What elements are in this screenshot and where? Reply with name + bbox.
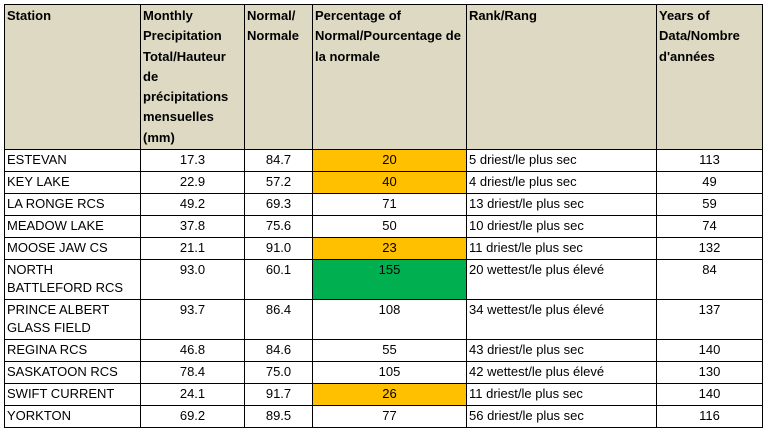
table-row: MOOSE JAW CS 21.1 91.0 23 11 driest/le p… — [4, 237, 763, 260]
precipitation-cell: 78.4 — [140, 361, 245, 384]
percentage-cell: 23 — [312, 237, 467, 260]
column-header-normal: Normal/ Normale — [244, 4, 313, 150]
normal-cell: 69.3 — [244, 193, 313, 216]
precipitation-cell: 69.2 — [140, 405, 245, 428]
normal-cell: 89.5 — [244, 405, 313, 428]
normal-cell: 57.2 — [244, 171, 313, 194]
years-cell: 116 — [656, 405, 763, 428]
years-cell: 113 — [656, 149, 763, 172]
rank-cell: 42 wettest/le plus élevé — [466, 361, 657, 384]
table-row: SASKATOON RCS 78.4 75.0 105 42 wettest/l… — [4, 361, 763, 384]
table-header-row: Station Monthly Precipitation Total/Haut… — [4, 4, 763, 150]
precipitation-cell: 21.1 — [140, 237, 245, 260]
table-body: ESTEVAN 17.3 84.7 20 5 driest/le plus se… — [4, 149, 763, 428]
years-cell: 59 — [656, 193, 763, 216]
table-row: LA RONGE RCS 49.2 69.3 71 13 driest/le p… — [4, 193, 763, 216]
percentage-cell: 55 — [312, 339, 467, 362]
rank-cell: 56 driest/le plus sec — [466, 405, 657, 428]
percentage-cell: 20 — [312, 149, 467, 172]
percentage-cell: 155 — [312, 259, 467, 300]
station-cell: SASKATOON RCS — [4, 361, 141, 384]
column-header-precipitation: Monthly Precipitation Total/Hauteur de p… — [140, 4, 245, 150]
station-cell: LA RONGE RCS — [4, 193, 141, 216]
column-header-rank: Rank/Rang — [466, 4, 657, 150]
normal-cell: 75.0 — [244, 361, 313, 384]
station-cell: NORTH BATTLEFORD RCS — [4, 259, 141, 300]
rank-cell: 10 driest/le plus sec — [466, 215, 657, 238]
station-cell: PRINCE ALBERT GLASS FIELD — [4, 299, 141, 340]
rank-cell: 4 driest/le plus sec — [466, 171, 657, 194]
column-header-years: Years of Data/Nombre d'années — [656, 4, 763, 150]
precipitation-table: Station Monthly Precipitation Total/Haut… — [4, 4, 763, 428]
rank-cell: 34 wettest/le plus élevé — [466, 299, 657, 340]
rank-cell: 43 driest/le plus sec — [466, 339, 657, 362]
normal-cell: 84.7 — [244, 149, 313, 172]
years-cell: 137 — [656, 299, 763, 340]
rank-cell: 5 driest/le plus sec — [466, 149, 657, 172]
table-row: YORKTON 69.2 89.5 77 56 driest/le plus s… — [4, 405, 763, 428]
table-row: REGINA RCS 46.8 84.6 55 43 driest/le plu… — [4, 339, 763, 362]
normal-cell: 84.6 — [244, 339, 313, 362]
column-header-station: Station — [4, 4, 141, 150]
table-row: ESTEVAN 17.3 84.7 20 5 driest/le plus se… — [4, 149, 763, 172]
normal-cell: 86.4 — [244, 299, 313, 340]
years-cell: 130 — [656, 361, 763, 384]
percentage-cell: 105 — [312, 361, 467, 384]
precipitation-cell: 49.2 — [140, 193, 245, 216]
normal-cell: 60.1 — [244, 259, 313, 300]
normal-cell: 75.6 — [244, 215, 313, 238]
years-cell: 74 — [656, 215, 763, 238]
column-header-percentage: Percentage of Normal/Pourcentage de la n… — [312, 4, 467, 150]
rank-cell: 11 driest/le plus sec — [466, 237, 657, 260]
table-row: SWIFT CURRENT 24.1 91.7 26 11 driest/le … — [4, 383, 763, 406]
percentage-cell: 40 — [312, 171, 467, 194]
precipitation-cell: 93.7 — [140, 299, 245, 340]
station-cell: YORKTON — [4, 405, 141, 428]
precipitation-cell: 37.8 — [140, 215, 245, 238]
precipitation-cell: 24.1 — [140, 383, 245, 406]
percentage-cell: 26 — [312, 383, 467, 406]
station-cell: MOOSE JAW CS — [4, 237, 141, 260]
precipitation-cell: 22.9 — [140, 171, 245, 194]
precipitation-cell: 17.3 — [140, 149, 245, 172]
table-row: NORTH BATTLEFORD RCS 93.0 60.1 155 20 we… — [4, 259, 763, 300]
percentage-cell: 50 — [312, 215, 467, 238]
percentage-cell: 71 — [312, 193, 467, 216]
years-cell: 140 — [656, 383, 763, 406]
percentage-cell: 108 — [312, 299, 467, 340]
years-cell: 49 — [656, 171, 763, 194]
normal-cell: 91.7 — [244, 383, 313, 406]
normal-cell: 91.0 — [244, 237, 313, 260]
table-row: KEY LAKE 22.9 57.2 40 4 driest/le plus s… — [4, 171, 763, 194]
station-cell: MEADOW LAKE — [4, 215, 141, 238]
station-cell: KEY LAKE — [4, 171, 141, 194]
rank-cell: 13 driest/le plus sec — [466, 193, 657, 216]
years-cell: 140 — [656, 339, 763, 362]
table-row: MEADOW LAKE 37.8 75.6 50 10 driest/le pl… — [4, 215, 763, 238]
station-cell: REGINA RCS — [4, 339, 141, 362]
rank-cell: 20 wettest/le plus élevé — [466, 259, 657, 300]
percentage-cell: 77 — [312, 405, 467, 428]
rank-cell: 11 driest/le plus sec — [466, 383, 657, 406]
station-cell: ESTEVAN — [4, 149, 141, 172]
precipitation-cell: 46.8 — [140, 339, 245, 362]
station-cell: SWIFT CURRENT — [4, 383, 141, 406]
precipitation-cell: 93.0 — [140, 259, 245, 300]
years-cell: 132 — [656, 237, 763, 260]
table-row: PRINCE ALBERT GLASS FIELD 93.7 86.4 108 … — [4, 299, 763, 340]
years-cell: 84 — [656, 259, 763, 300]
precipitation-table-container: Station Monthly Precipitation Total/Haut… — [4, 4, 763, 428]
